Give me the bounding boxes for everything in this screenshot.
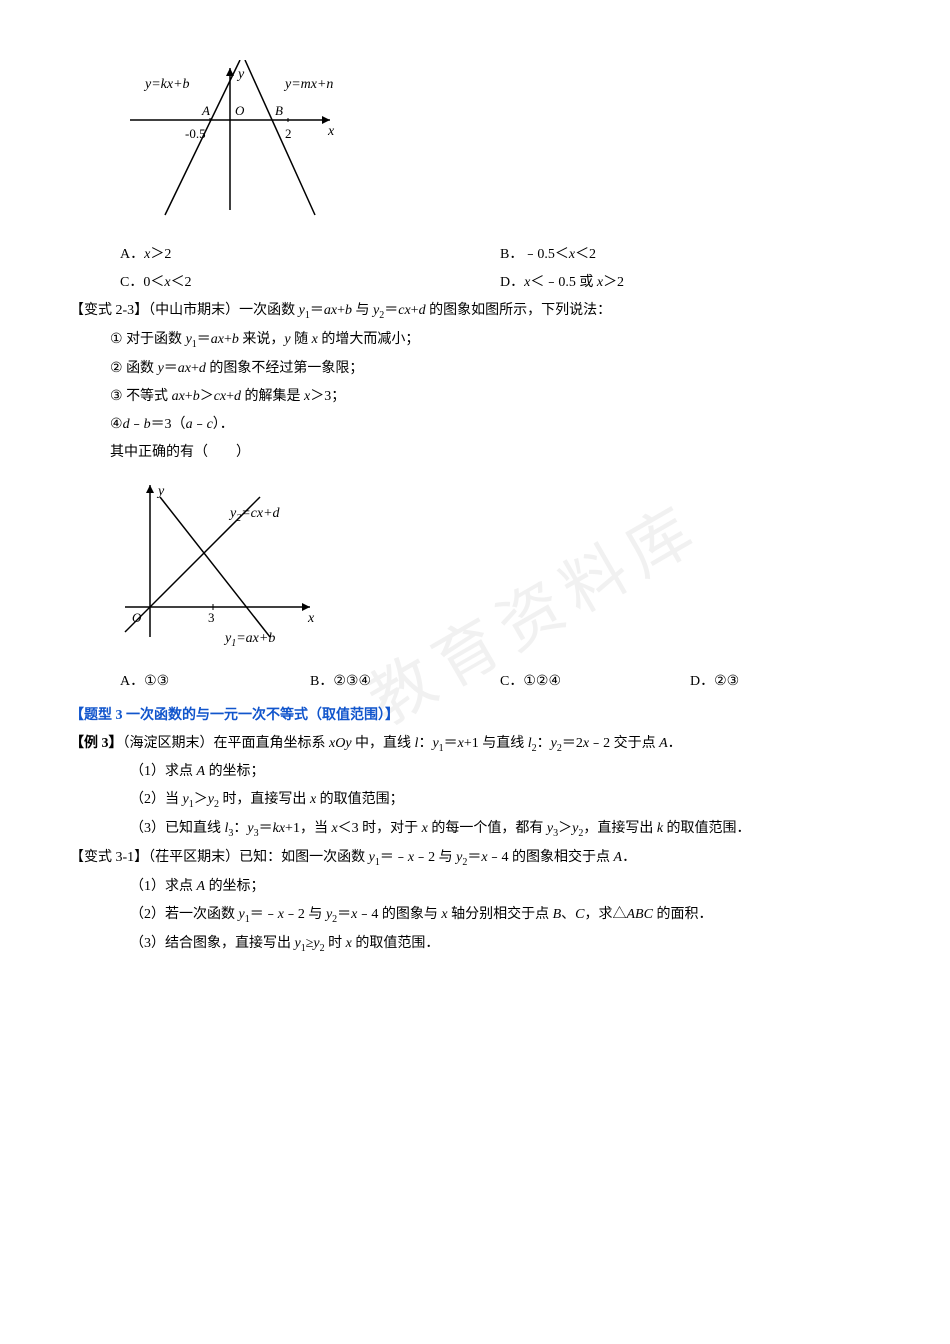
figure-1: y=kx+b y=mx+n y A O B x -0.5 2 [110,60,880,231]
v3-1-stem: 【变式 3-1】（茌平区期末）已知：如图一次函数 y1＝﹣x﹣2 与 y2＝x﹣… [70,844,880,873]
q2-3-tag: 【变式 2-3】 [70,303,148,318]
fig1-two: 2 [285,126,292,141]
fig1-A: A [201,103,210,118]
choice2-3-C[interactable]: C．①②④ [500,668,690,696]
ex3-p1: （1）求点 A 的坐标； [130,758,880,786]
ex3-stem: 【例 3】（海淀区期末）在平面直角坐标系 xOy 中，直线 l：y1＝x+1 与… [70,730,880,759]
fig1-y: y [236,67,245,82]
ex3-p3: （3）已知直线 l3：y3＝kx+1，当 x＜3 时，对于 x 的每一个值，都有… [130,815,880,844]
v3-1-p3: （3）结合图象，直接写出 y1≥y2 时 x 的取值范围． [130,930,880,959]
choice-C[interactable]: C．0＜x＜2 [120,269,500,297]
fig1-x: x [327,124,335,139]
fig1-neg05: -0.5 [185,126,206,141]
q2-3-choices: A．①③ B．②③④ C．①②④ D．②③ [120,668,880,696]
svg-text:y1=ax+b: y1=ax+b [223,631,275,647]
fig1-O: O [235,103,245,118]
svg-text:O: O [132,610,142,625]
v3-1-p1: （1）求点 A 的坐标； [130,873,880,901]
q2-3-s2: ② 函数 y＝ax+d 的图象不经过第一象限； [110,355,880,383]
svg-text:y: y [156,484,165,499]
q2-2-choices-row2: C．0＜x＜2 D．x＜﹣0.5 或 x＞2 [120,269,880,297]
q2-3-s3: ③ 不等式 ax+b＞cx+d 的解集是 x＞3； [110,383,880,411]
fig1-ykxb: y=kx+b [143,77,190,92]
q2-3-s1: ① 对于函数 y1＝ax+b 来说，y 随 x 的增大而减小； [110,326,880,355]
choice2-3-A[interactable]: A．①③ [120,668,310,696]
v3-1-p2: （2）若一次函数 y1＝﹣x﹣2 与 y2＝x﹣4 的图象与 x 轴分别相交于点… [130,901,880,930]
svg-text:3: 3 [208,610,215,625]
q2-2-choices-row1: A．x＞2 B．﹣0.5＜x＜2 [120,241,880,269]
svg-text:y2=cx+d: y2=cx+d [228,506,281,524]
fig1-B: B [275,103,283,118]
choice2-3-D[interactable]: D．②③ [690,668,880,696]
figure-2: y y2=cx+d O 3 x y1=ax+b [110,477,880,658]
choice2-3-B[interactable]: B．②③④ [310,668,500,696]
fig1-ymxn: y=mx+n [283,77,333,92]
svg-text:x: x [307,611,315,626]
q2-3-tail: 其中正确的有（ ） [110,439,880,467]
page-content: y=kx+b y=mx+n y A O B x -0.5 2 A．x＞2 B．﹣… [70,60,880,958]
q2-3-stem: 【变式 2-3】（中山市期末）一次函数 y1＝ax+b 与 y2＝cx+d 的图… [70,297,880,326]
choice-B[interactable]: B．﹣0.5＜x＜2 [500,241,880,269]
q2-3-s4: ④d﹣b＝3（a﹣c）． [110,411,880,439]
choice-D[interactable]: D．x＜﹣0.5 或 x＞2 [500,269,880,297]
type3-header: 【题型 3 一次函数的与一元一次不等式（取值范围）】 [70,702,880,730]
choice-A[interactable]: A．x＞2 [120,241,500,269]
ex3-p2: （2）当 y1＞y2 时，直接写出 x 的取值范围； [130,786,880,815]
